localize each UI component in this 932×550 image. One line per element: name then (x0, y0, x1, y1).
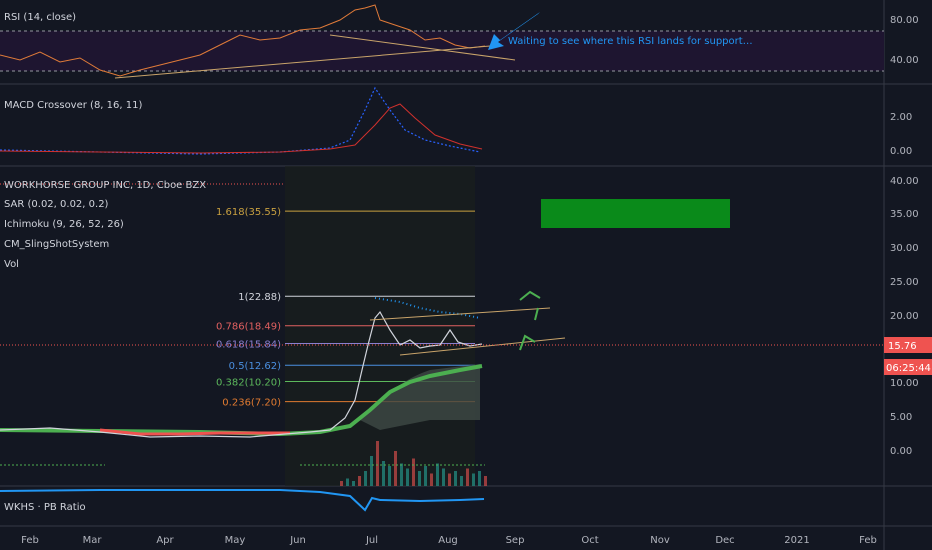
annotation-arrow-icon (488, 12, 540, 50)
channel-lower (399, 337, 566, 356)
rsi-line (0, 4, 486, 77)
price-tick: 35.00 (890, 209, 919, 220)
sar-dots (374, 297, 481, 319)
ichimoku-cloud (360, 364, 480, 430)
price-tick: 20.00 (890, 311, 919, 322)
time-axis-label: Apr (156, 535, 174, 546)
volume-bar (346, 478, 349, 486)
volume-bars (340, 441, 487, 486)
volume-bar (394, 451, 397, 486)
volume-bar (430, 473, 433, 486)
study-label: SAR (0.02, 0.02, 0.2) (4, 199, 109, 210)
macd-line (0, 86, 481, 155)
volume-bar (472, 473, 475, 486)
volume-bar (388, 466, 391, 486)
time-axis-label: Feb (859, 535, 877, 546)
volume-bar (436, 463, 439, 486)
fib-label: 1.618(35.55) (216, 207, 281, 218)
volume-bar (460, 476, 463, 486)
volume-bar (418, 471, 421, 486)
macd-tick: 2.00 (890, 112, 912, 123)
time-axis-label: Dec (715, 535, 734, 546)
volume-bar (454, 471, 457, 486)
study-label: CM_SlingShotSystem (4, 239, 109, 250)
volume-bar (340, 481, 343, 486)
volume-bar (466, 468, 469, 486)
checkmark-annotation-icon (519, 290, 541, 351)
fib-label: 0.786(18.49) (216, 322, 281, 333)
fib-label: 1(22.88) (238, 292, 281, 303)
rsi-tick: 80.00 (890, 15, 919, 26)
slingshot-fast-ema (0, 364, 483, 437)
time-axis-label: Nov (650, 535, 670, 546)
volume-bar (448, 473, 451, 486)
time-axis-label: Mar (83, 535, 103, 546)
time-axis: Feb Mar Apr May Jun Jul Aug Sep Oct Nov Dec 2021 Feb (21, 535, 877, 546)
time-axis-label: Sep (506, 535, 525, 546)
time-axis-label: Oct (581, 535, 598, 546)
volume-bar (412, 458, 415, 486)
volume-bar (424, 466, 427, 486)
rsi-band (0, 31, 884, 71)
annotation-text: Waiting to see where this RSI lands for … (508, 36, 753, 47)
study-label: Ichimoku (9, 26, 52, 26) (4, 219, 124, 230)
price-tick: 25.00 (890, 277, 919, 288)
time-badge (884, 359, 932, 375)
volume-bar (358, 476, 361, 486)
rsi-resistance-trendline (329, 34, 516, 61)
time-axis-label: Jun (289, 535, 306, 546)
pb-title: WKHS · PB Ratio (4, 502, 86, 513)
price-badge-text: 15.76 (888, 341, 917, 352)
price-tick: 0.00 (890, 446, 912, 457)
fib-label: 0.236(7.20) (222, 398, 281, 409)
time-axis-label: May (225, 535, 246, 546)
price-tick: 5.00 (890, 412, 912, 423)
channel-upper (369, 307, 551, 321)
volume-bar (352, 481, 355, 486)
rsi-support-trendline (114, 45, 491, 79)
main-title: WORKHORSE GROUP INC, 1D, Cboe BZX (4, 180, 206, 191)
volume-bar (478, 471, 481, 486)
macd-title: MACD Crossover (8, 16, 11) (4, 100, 142, 111)
volume-bar (406, 468, 409, 486)
slingshot-trend (99, 428, 290, 436)
price-tick: 30.00 (890, 243, 919, 254)
fib-label: 0.5(12.62) (229, 361, 281, 372)
macd-signal-line (0, 103, 483, 154)
target-box (541, 199, 730, 228)
time-axis-label: Jul (365, 535, 378, 546)
rsi-title: RSI (14, close) (4, 12, 76, 23)
time-axis-label: Aug (438, 535, 458, 546)
time-badge-text: 06:25:44 (886, 363, 931, 374)
macd-tick: 0.00 (890, 146, 912, 157)
time-axis-label: 2021 (784, 535, 809, 546)
volume-bar (364, 471, 367, 486)
volume-bar (376, 441, 379, 486)
rsi-tick: 40.00 (890, 55, 919, 66)
time-axis-label: Feb (21, 535, 39, 546)
price-badge (884, 337, 932, 353)
volume-bar (382, 461, 385, 486)
pb-ratio-line (0, 489, 485, 512)
volume-bar (370, 456, 373, 486)
price-line (0, 310, 483, 438)
fib-label: 0.382(10.20) (216, 377, 281, 388)
study-label: Vol (4, 259, 19, 270)
fib-label: 0.618(15.84) (216, 340, 281, 351)
volume-bar (400, 463, 403, 486)
volume-bar (442, 468, 445, 486)
volume-bar (484, 476, 487, 486)
price-tick: 40.00 (890, 176, 919, 187)
price-tick: 10.00 (890, 378, 919, 389)
